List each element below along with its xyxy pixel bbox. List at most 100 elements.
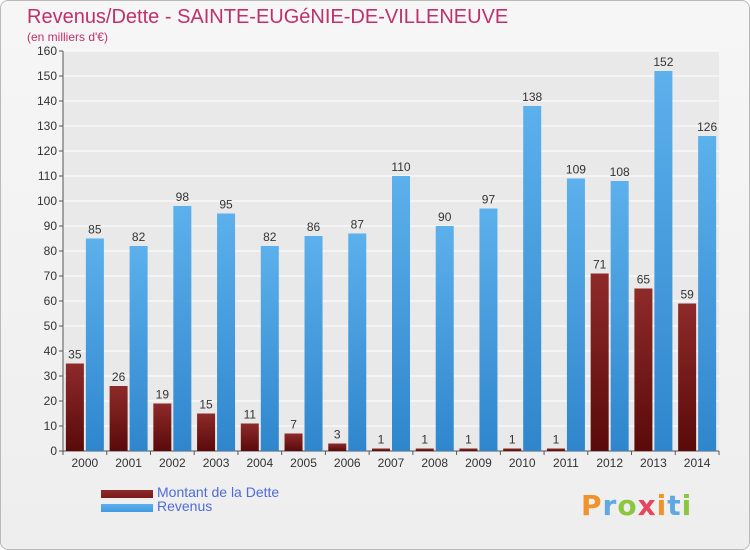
- y-tick-label: 10: [44, 419, 58, 433]
- legend-swatch-dette: [101, 490, 153, 498]
- logo-letter: x: [637, 489, 657, 522]
- bar-revenus: [435, 226, 454, 451]
- bar-revenus: [85, 238, 104, 451]
- x-tick-label: 2000: [72, 456, 99, 470]
- y-tick-label: 0: [50, 444, 57, 458]
- logo-letter: P: [581, 489, 603, 522]
- logo-letter: i: [681, 489, 693, 522]
- y-tick-label: 140: [37, 94, 57, 108]
- value-label-dette: 35: [68, 348, 82, 362]
- x-tick-label: 2010: [509, 456, 536, 470]
- x-tick-label: 2009: [465, 456, 492, 470]
- bar-revenus: [654, 71, 673, 451]
- logo-letter: r: [602, 489, 618, 522]
- value-label-dette: 3: [334, 428, 341, 442]
- value-label-dette: 1: [421, 433, 428, 447]
- logo-letter: o: [617, 489, 638, 522]
- value-label-revenus: 138: [522, 90, 542, 104]
- bar-dette: [328, 443, 347, 451]
- value-label-revenus: 109: [566, 163, 586, 177]
- bar-revenus: [698, 136, 717, 451]
- x-tick-label: 2002: [159, 456, 186, 470]
- bar-revenus: [304, 236, 323, 451]
- value-label-revenus: 152: [653, 55, 673, 69]
- y-tick-label: 120: [37, 144, 57, 158]
- bar-dette: [372, 448, 390, 451]
- y-tick-label: 90: [44, 219, 58, 233]
- y-tick-label: 50: [44, 319, 58, 333]
- bar-revenus: [129, 246, 148, 451]
- value-label-dette: 19: [156, 388, 170, 402]
- bar-dette: [678, 303, 697, 451]
- y-tick-label: 160: [37, 44, 57, 58]
- value-label-dette: 15: [199, 398, 213, 412]
- bar-revenus: [523, 106, 542, 451]
- bar-dette: [109, 386, 128, 451]
- bar-revenus: [173, 206, 192, 451]
- value-label-revenus: 126: [697, 120, 717, 134]
- value-label-revenus: 95: [219, 198, 233, 212]
- chart-title: Revenus/Dette - SAINTE-EUGéNIE-DE-VILLEN…: [27, 6, 509, 28]
- value-label-dette: 1: [509, 433, 516, 447]
- bar-revenus: [348, 233, 367, 451]
- bar-revenus: [217, 213, 236, 451]
- value-label-dette: 59: [680, 288, 694, 302]
- bar-dette: [197, 413, 216, 451]
- value-label-revenus: 108: [610, 165, 630, 179]
- value-label-dette: 1: [465, 433, 472, 447]
- y-tick-label: 100: [37, 194, 57, 208]
- y-tick-label: 80: [44, 244, 58, 258]
- y-tick-label: 20: [44, 394, 58, 408]
- x-tick-label: 2003: [203, 456, 230, 470]
- value-label-dette: 7: [290, 418, 297, 432]
- y-tick-label: 150: [37, 69, 57, 83]
- y-tick-label: 130: [37, 119, 57, 133]
- bar-dette: [546, 448, 565, 451]
- x-tick-label: 2013: [640, 456, 667, 470]
- bar-dette: [590, 273, 609, 451]
- bar-revenus: [566, 178, 585, 451]
- y-tick-label: 60: [44, 294, 58, 308]
- value-label-revenus: 110: [391, 160, 410, 174]
- x-tick-label: 2004: [246, 456, 273, 470]
- value-label-revenus: 82: [132, 230, 146, 244]
- y-tick-label: 70: [44, 269, 58, 283]
- x-tick-label: 2007: [378, 456, 405, 470]
- bar-revenus: [479, 208, 498, 451]
- logo-letter: i: [656, 489, 668, 522]
- logo-letter: t: [667, 489, 682, 522]
- bar-revenus: [610, 181, 629, 451]
- value-label-dette: 26: [112, 370, 126, 384]
- bar-dette: [415, 448, 434, 451]
- y-tick-label: 110: [38, 169, 57, 183]
- value-label-revenus: 82: [263, 230, 277, 244]
- bar-dette: [240, 423, 259, 451]
- value-label-revenus: 98: [176, 190, 190, 204]
- x-tick-label: 2006: [334, 456, 361, 470]
- bar-dette: [459, 448, 478, 451]
- value-label-revenus: 86: [307, 220, 321, 234]
- x-tick-label: 2011: [553, 456, 579, 470]
- bar-dette: [284, 433, 303, 451]
- x-tick-label: 2012: [596, 456, 623, 470]
- value-label-dette: 65: [637, 273, 651, 287]
- x-tick-label: 2005: [290, 456, 317, 470]
- value-label-dette: 1: [378, 433, 385, 447]
- chart-subtitle: (en milliers d'€): [27, 30, 108, 44]
- value-label-dette: 71: [593, 258, 607, 272]
- legend-label-revenus: Revenus: [157, 498, 213, 514]
- bar-dette: [503, 448, 522, 451]
- x-tick-label: 2014: [684, 456, 711, 470]
- y-tick-label: 40: [44, 344, 58, 358]
- bar-revenus: [392, 176, 410, 451]
- x-tick-label: 2008: [421, 456, 448, 470]
- bar-revenus: [260, 246, 279, 451]
- value-label-dette: 11: [244, 408, 257, 422]
- bar-dette: [634, 288, 653, 451]
- value-label-revenus: 85: [88, 223, 102, 237]
- y-tick-label: 30: [44, 369, 58, 383]
- value-label-revenus: 87: [351, 218, 365, 232]
- legend-label-dette: Montant de la Dette: [157, 484, 280, 500]
